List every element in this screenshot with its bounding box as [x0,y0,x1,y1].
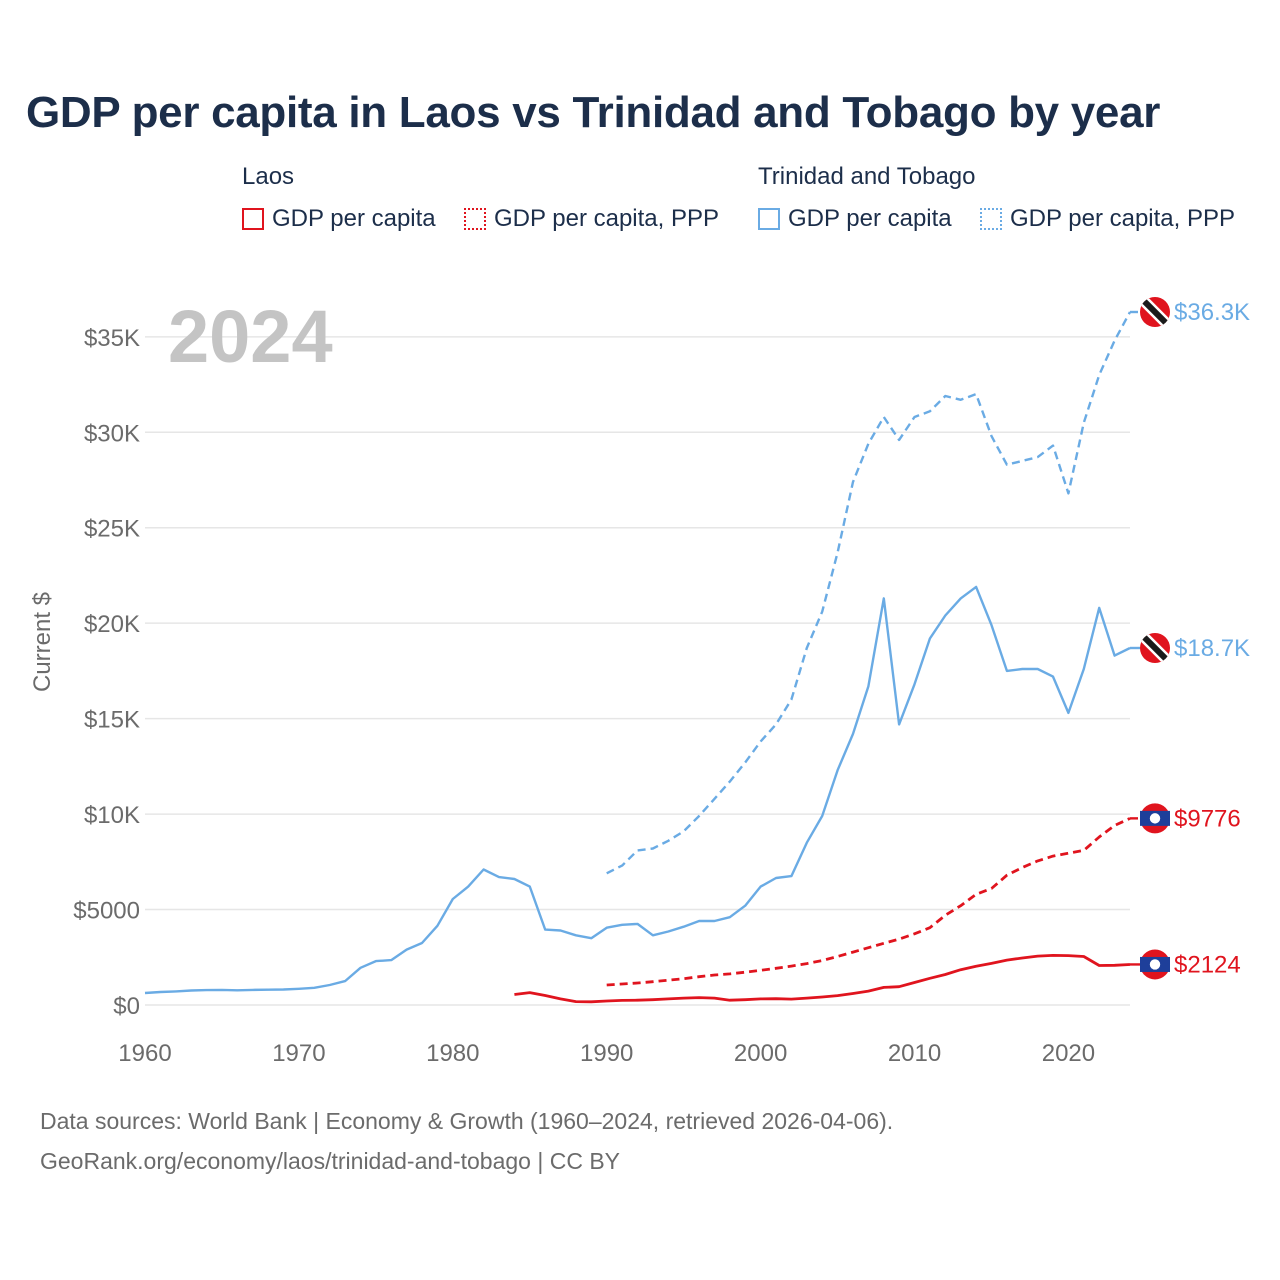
legend-label: GDP per capita [788,205,952,232]
series-line-3 [514,954,1131,1004]
x-tick-label: 1990 [580,1040,633,1067]
series-line-2 [606,817,1131,987]
y-axis-ticks: $0 $5000 $10K $15K $20K $25K $30K $35K [73,325,140,1020]
legend-swatch-solid-blue [758,208,780,230]
legend-swatch-dotted-red [464,208,486,230]
trinidad-flag-icon [1140,297,1170,327]
legend-item-laos-gdp[interactable]: GDP per capita [242,203,436,235]
x-tick-label: 2000 [734,1040,787,1067]
x-tick-label: 1970 [272,1040,325,1067]
series-end-label: $2124 [1174,951,1241,978]
y-tick-label: $15K [84,707,140,734]
legend-label: GDP per capita, PPP [1010,205,1235,232]
y-axis-label: Current $ [29,592,56,692]
y-tick-label: $20K [84,611,140,638]
x-tick-label: 1980 [426,1040,479,1067]
y-tick-label: $35K [84,325,140,352]
legend-item-tt-gdp[interactable]: GDP per capita [758,203,952,235]
series-end-label: $36.3K [1174,299,1250,326]
legend-group-laos: Laos [242,163,295,190]
x-tick-label: 1960 [118,1040,171,1067]
x-tick-label: 2020 [1042,1040,1095,1067]
series-end-label: $18.7K [1174,635,1250,662]
footer-sources: Data sources: World Bank | Economy & Gro… [40,1108,894,1134]
legend-label: GDP per capita [272,205,436,232]
legend-label: GDP per capita, PPP [494,205,719,232]
trinidad-flag-icon [1140,633,1170,663]
y-tick-label: $25K [84,516,140,543]
chart-title: GDP per capita in Laos vs Trinidad and T… [26,88,1161,137]
laos-flag-icon [1140,949,1170,980]
legend-item-laos-gdp-ppp[interactable]: GDP per capita, PPP [464,203,719,235]
series-end-markers: $36.3K $18.7K $9776 $2124 [1140,297,1250,980]
y-tick-label: $10K [84,802,140,829]
year-watermark: 2024 [168,295,333,378]
legend-group-trinidad: Trinidad and Tobago [758,163,976,190]
gridlines [145,336,1130,1006]
x-axis-ticks: 1960 1970 1980 1990 2000 2010 2020 [118,1040,1095,1067]
laos-flag-icon [1140,803,1170,834]
footer-credit[interactable]: GeoRank.org/economy/laos/trinidad-and-to… [40,1148,621,1174]
legend-swatch-dotted-blue [980,208,1002,230]
legend-swatch-solid-red [242,208,264,230]
y-tick-label: $5000 [73,898,140,925]
y-tick-label: $30K [84,420,140,447]
y-tick-label: $0 [113,993,140,1020]
series-lines [144,310,1140,1004]
x-tick-label: 2010 [888,1040,941,1067]
series-line-0 [606,311,1132,875]
legend-item-tt-gdp-ppp[interactable]: GDP per capita, PPP [980,203,1235,235]
series-end-label: $9776 [1174,805,1241,832]
series-line-1 [144,585,1131,995]
